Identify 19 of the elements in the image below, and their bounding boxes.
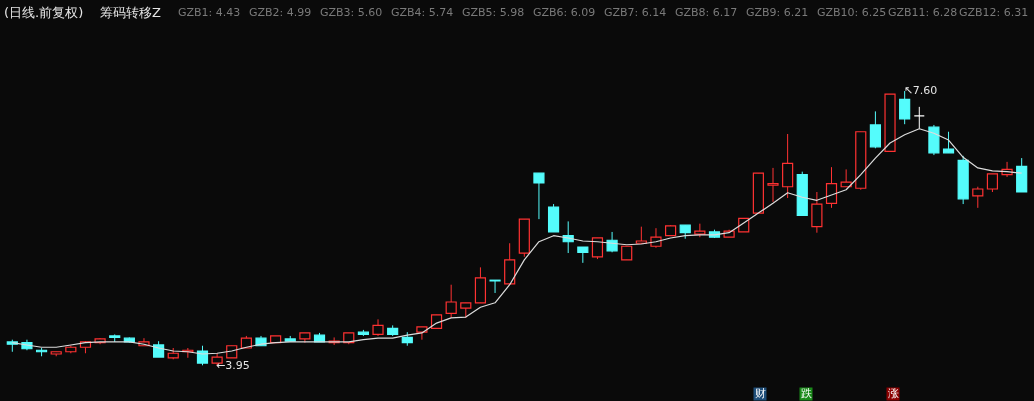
text: GZB3: 5.60 bbox=[320, 6, 383, 19]
text: GZB1: 4.43 bbox=[178, 6, 241, 19]
text: GZB4: 5.74 bbox=[391, 6, 454, 19]
annotation: ↖7.60 bbox=[903, 84, 938, 98]
text: GZB2: 4.99 bbox=[249, 6, 312, 19]
annotation: ←3.95 bbox=[216, 359, 250, 373]
text: GZB6: 6.09 bbox=[533, 6, 596, 19]
text: 涨 bbox=[887, 387, 899, 400]
text: GZB10: 6.25 bbox=[817, 6, 887, 19]
text: 财 bbox=[754, 387, 766, 400]
text: GZB11: 6.28 bbox=[888, 6, 958, 19]
chart-title: (日线.前复权) bbox=[4, 5, 84, 20]
text: 跌 bbox=[800, 387, 812, 400]
text: GZB12: 6.31 bbox=[959, 6, 1029, 19]
text: GZB9: 6.21 bbox=[746, 6, 809, 19]
text: GZB8: 6.17 bbox=[675, 6, 738, 19]
text: GZB5: 5.98 bbox=[462, 6, 525, 19]
chart-subtitle: 筹码转移Z bbox=[100, 5, 161, 20]
text: GZB7: 6.14 bbox=[604, 6, 667, 19]
